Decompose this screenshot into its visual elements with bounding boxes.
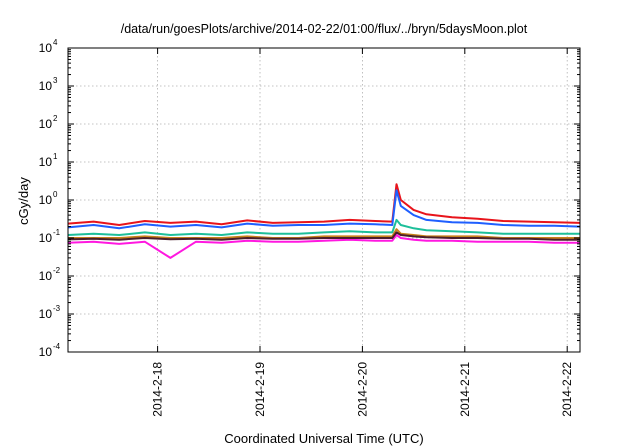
series-line-2	[67, 189, 581, 230]
series-layer	[67, 183, 581, 259]
y-tick-label: 10	[39, 231, 53, 245]
y-tick-label: 10	[39, 41, 53, 55]
x-tick-label: 2014-2-21	[458, 362, 472, 417]
y-tick-exponent: -4	[53, 342, 61, 351]
y-tick-label: 10	[39, 307, 53, 321]
y-tick-exponent: 0	[53, 190, 58, 199]
y-tick-exponent: -1	[53, 228, 61, 237]
series-line-3	[67, 218, 580, 236]
series-line-5	[67, 234, 580, 259]
x-tick-label: 2014-2-20	[355, 362, 369, 417]
y-tick-exponent: 2	[53, 114, 58, 123]
x-tick-label: 2014-2-19	[253, 362, 267, 417]
y-tick-exponent: 4	[53, 38, 58, 47]
x-axis-label: Coordinated Universal Time (UTC)	[224, 431, 423, 446]
y-tick-label: 10	[39, 155, 53, 169]
y-tick-label: 10	[39, 193, 53, 207]
x-tick-label: 2014-2-22	[560, 362, 574, 417]
series-line-1	[67, 183, 581, 226]
y-tick-exponent: -2	[53, 266, 61, 275]
x-tick-label: 2014-2-18	[151, 362, 165, 417]
y-tick-exponent: 1	[53, 152, 58, 161]
y-tick-label: 10	[39, 345, 53, 359]
y-tick-label: 10	[39, 79, 53, 93]
y-tick-label: 10	[39, 269, 53, 283]
y-tick-label: 10	[39, 117, 53, 131]
chart-title: /data/run/goesPlots/archive/2014-02-22/0…	[121, 22, 528, 36]
series-line-4	[68, 228, 580, 239]
series-line-6	[67, 231, 580, 241]
y-tick-exponent: -3	[53, 304, 61, 313]
grid	[68, 48, 580, 352]
y-axis-label: cGy/day	[16, 177, 31, 225]
y-tick-exponent: 3	[53, 76, 58, 85]
